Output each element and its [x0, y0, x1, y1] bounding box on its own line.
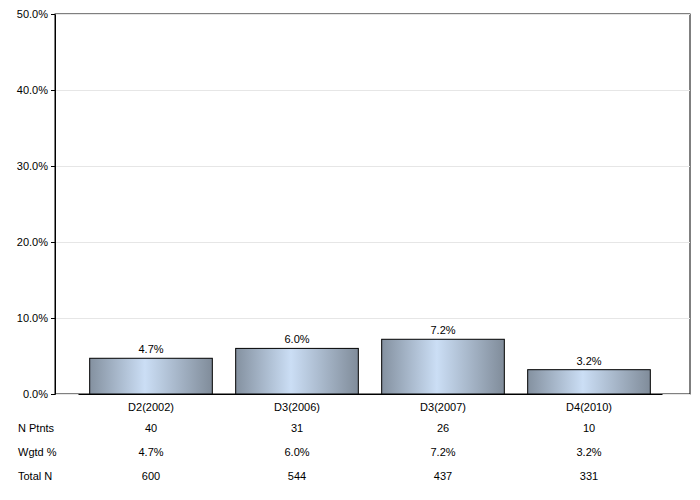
x-axis: D2(2002) D3(2006) D3(2007) D4(2010) [79, 394, 663, 413]
table-cell: 26 [437, 422, 449, 434]
table-row-label: Wgtd % [18, 446, 57, 458]
x-tick: D4(2010) [566, 394, 612, 413]
x-tick-label: D3(2006) [274, 401, 320, 413]
x-tick-label: D3(2007) [420, 401, 466, 413]
grid-line [55, 90, 690, 91]
table-cell: 544 [288, 470, 306, 482]
table-cell: 600 [142, 470, 160, 482]
grid [55, 15, 690, 395]
chart: 4.7% 6.0% 7.2% 3.2% 0.0% 10.0% 20.0% 30.0% 40.0%… [0, 0, 700, 500]
x-tick: D3(2007) [420, 394, 466, 413]
data-label: 3.2% [576, 355, 601, 367]
y-axis-line [51, 15, 56, 395]
table-cell: 437 [434, 470, 452, 482]
table-row-label: N Ptnts [18, 422, 55, 434]
y-tick: 0.0% [23, 388, 55, 400]
table-cell: 31 [291, 422, 303, 434]
table-cell: 7.2% [430, 446, 455, 458]
x-tick: D3(2006) [274, 394, 320, 413]
y-tick-label: 30.0% [17, 160, 48, 172]
y-tick: 50.0% [17, 8, 55, 20]
data-labels: 4.7% 6.0% 7.2% 3.2% [138, 324, 601, 366]
grid-line [55, 166, 690, 167]
table-cell: 331 [580, 470, 598, 482]
grid-line [55, 394, 690, 395]
y-tick-label: 40.0% [17, 84, 48, 96]
y-tick-label: 50.0% [17, 8, 48, 20]
x-axis-line [79, 394, 663, 395]
y-tick-label: 10.0% [17, 312, 48, 324]
y-tick-mark [51, 242, 55, 243]
bar [528, 370, 651, 394]
grid-line [55, 242, 690, 243]
y-axis: 0.0% 10.0% 20.0% 30.0% 40.0% 50.0% [17, 8, 56, 400]
table-cell: 10 [583, 422, 595, 434]
table-cell: 3.2% [576, 446, 601, 458]
bar [236, 348, 359, 394]
grid-line [55, 318, 690, 319]
grid-line [55, 14, 690, 15]
bars [90, 339, 651, 394]
x-tick-label: D2(2002) [128, 401, 174, 413]
data-label: 7.2% [430, 324, 455, 336]
x-tick-label: D4(2010) [566, 401, 612, 413]
table-cell: 40 [145, 422, 157, 434]
bar [90, 358, 213, 394]
data-label: 6.0% [284, 333, 309, 345]
y-tick-label: 20.0% [17, 236, 48, 248]
table-cell: 4.7% [138, 446, 163, 458]
y-tick-mark [51, 14, 55, 15]
bar [382, 339, 505, 394]
y-tick-mark [51, 318, 55, 319]
y-tick: 30.0% [17, 160, 55, 172]
y-tick: 40.0% [17, 84, 55, 96]
x-tick: D2(2002) [128, 394, 174, 413]
y-tick-mark [51, 394, 55, 395]
y-tick-mark [51, 166, 55, 167]
y-tick: 10.0% [17, 312, 55, 324]
table-cell: 6.0% [284, 446, 309, 458]
table: N Ptnts 40 31 26 10 Wgtd % 4.7% 6.0% 7.2% 3.2% Tot… [18, 422, 602, 482]
data-label: 4.7% [138, 343, 163, 355]
y-tick: 20.0% [17, 236, 55, 248]
y-tick-mark [51, 90, 55, 91]
plot-frame [55, 14, 690, 394]
table-row-label: Total N [18, 470, 52, 482]
y-tick-label: 0.0% [23, 388, 48, 400]
